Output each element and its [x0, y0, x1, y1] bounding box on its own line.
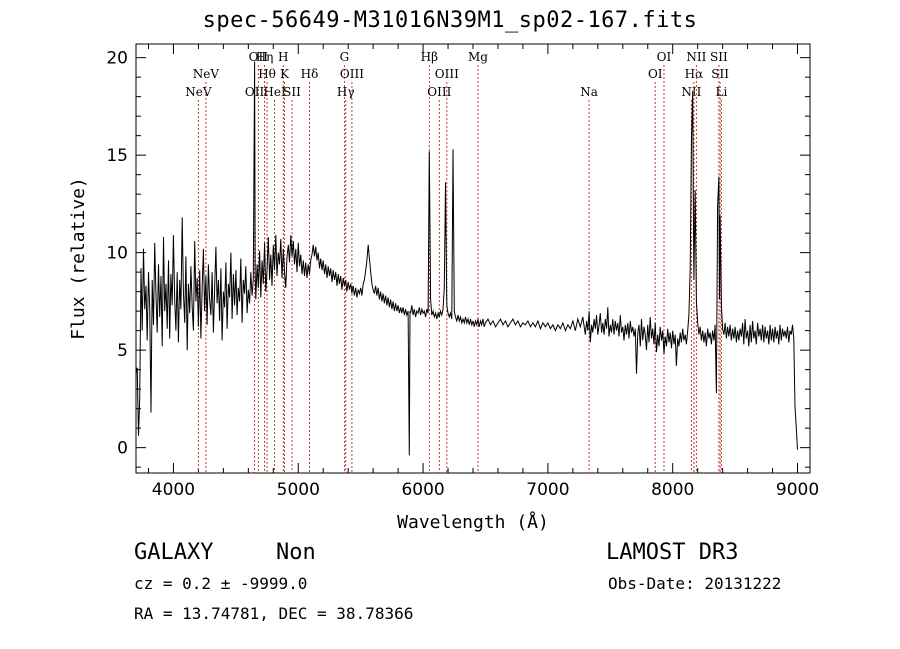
spectral-line-label: NII [681, 85, 701, 99]
spectral-line-label: OI [657, 50, 672, 64]
x-axis-label: Wavelength (Å) [397, 511, 549, 533]
spectral-line-label: SII [711, 67, 729, 81]
spectral-line-label: Li [715, 85, 727, 99]
spectral-line-label: OI [648, 67, 663, 81]
spectral-line-label: Mg [468, 50, 488, 64]
spectral-line-label: HeI [263, 85, 286, 99]
spectral-line-label: Hθ [258, 67, 276, 81]
spectral-line-label: G [340, 50, 350, 64]
x-tick-label: 9000 [776, 480, 819, 500]
plot-frame [135, 43, 811, 474]
spectral-line-label: Hγ [337, 85, 355, 99]
y-axis-label: Flux (relative) [68, 177, 89, 340]
spectral-line-label: SII [710, 50, 728, 64]
x-tick-label: 8000 [651, 480, 694, 500]
y-tick-label: 20 [106, 49, 128, 69]
survey-name: LAMOST DR3 [606, 540, 739, 565]
spectral-line-label: Hβ [421, 50, 438, 64]
y-tick-label: 0 [117, 439, 128, 459]
redshift-cz: cz = 0.2 ± -9999.0 [134, 574, 308, 593]
spectral-line-label: OIII [427, 85, 451, 99]
y-tick-label: 10 [106, 244, 128, 264]
spectral-line-label: SII [283, 85, 301, 99]
chart-title: spec-56649-M31016N39M1_sp02-167.fits [202, 8, 698, 33]
spectral-line-label: OII [249, 50, 269, 64]
spectral-line-label: OIII [435, 67, 459, 81]
spectrum-line [135, 61, 798, 456]
spectral-line-label: OIII [340, 67, 364, 81]
x-tick-label: 4000 [152, 480, 195, 500]
spectral-line-label: Hδ [301, 67, 319, 81]
object-subclass: Non [276, 540, 316, 565]
spectral-line-label: NeV [185, 85, 212, 99]
observation-date: Obs-Date: 20131222 [608, 574, 782, 593]
spectral-line-label: K [280, 67, 290, 81]
spectral-line-label: NII [686, 50, 706, 64]
spectral-line-label: Hη [256, 50, 274, 64]
spectral-line-label: H [278, 50, 288, 64]
y-tick-label: 5 [117, 341, 128, 361]
spectral-line-label: Hα [685, 67, 704, 81]
spectral-line-label: NeV [193, 67, 220, 81]
coordinates: RA = 13.74781, DEC = 38.78366 [134, 604, 414, 623]
spectral-line-label: Na [580, 85, 598, 99]
x-tick-label: 7000 [526, 480, 569, 500]
x-tick-label: 5000 [277, 480, 320, 500]
y-tick-label: 15 [106, 146, 128, 166]
object-class: GALAXY [134, 540, 214, 565]
x-tick-label: 6000 [401, 480, 444, 500]
